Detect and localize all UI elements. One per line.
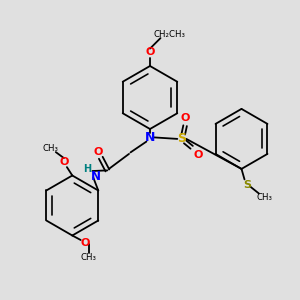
Text: O: O: [145, 47, 155, 57]
Text: H: H: [83, 164, 92, 175]
Text: S: S: [243, 179, 251, 190]
Text: O: O: [80, 238, 90, 248]
Text: O: O: [193, 150, 202, 160]
Text: CH₃: CH₃: [43, 144, 59, 153]
Text: N: N: [145, 131, 155, 144]
Text: CH₂CH₃: CH₂CH₃: [154, 30, 185, 39]
Text: O: O: [59, 157, 69, 167]
Text: CH₃: CH₃: [257, 193, 273, 202]
Text: O: O: [180, 113, 190, 123]
Text: S: S: [177, 132, 186, 146]
Text: O: O: [93, 147, 103, 157]
Text: CH₃: CH₃: [81, 254, 97, 262]
Text: N: N: [90, 170, 100, 184]
